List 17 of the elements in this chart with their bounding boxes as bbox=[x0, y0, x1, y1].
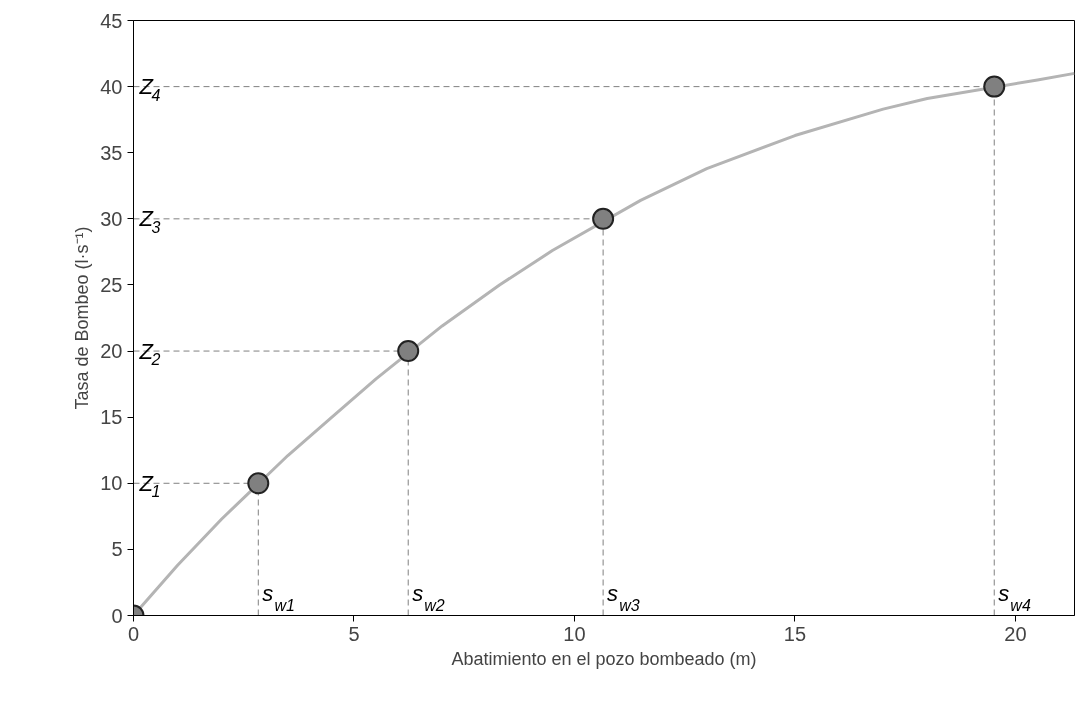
y-tick-label: 20 bbox=[100, 340, 123, 363]
y-tick-label: 30 bbox=[100, 207, 123, 230]
y-tick-label: 10 bbox=[100, 472, 123, 495]
x-tick-label: 10 bbox=[563, 622, 586, 645]
x-tick-label: 15 bbox=[783, 622, 807, 645]
y-tick-label: 45 bbox=[100, 9, 123, 32]
y-axis-title: Tasa de Bombeo (l·s⁻¹) bbox=[72, 226, 93, 410]
y-tick-label: 25 bbox=[100, 273, 123, 296]
x-tick-label: 0 bbox=[127, 622, 140, 645]
x-tick-label: 20 bbox=[1004, 622, 1027, 645]
y-tick-label: 0 bbox=[111, 604, 123, 627]
y-tick-label: 15 bbox=[100, 406, 123, 429]
x-tick-label: 5 bbox=[348, 622, 360, 645]
y-tick-label: 5 bbox=[111, 538, 123, 561]
x-axis-title: Abatimiento en el pozo bombeado (m) bbox=[451, 648, 757, 669]
y-tick-label: 35 bbox=[100, 141, 123, 164]
y-tick-label: 40 bbox=[100, 75, 123, 98]
